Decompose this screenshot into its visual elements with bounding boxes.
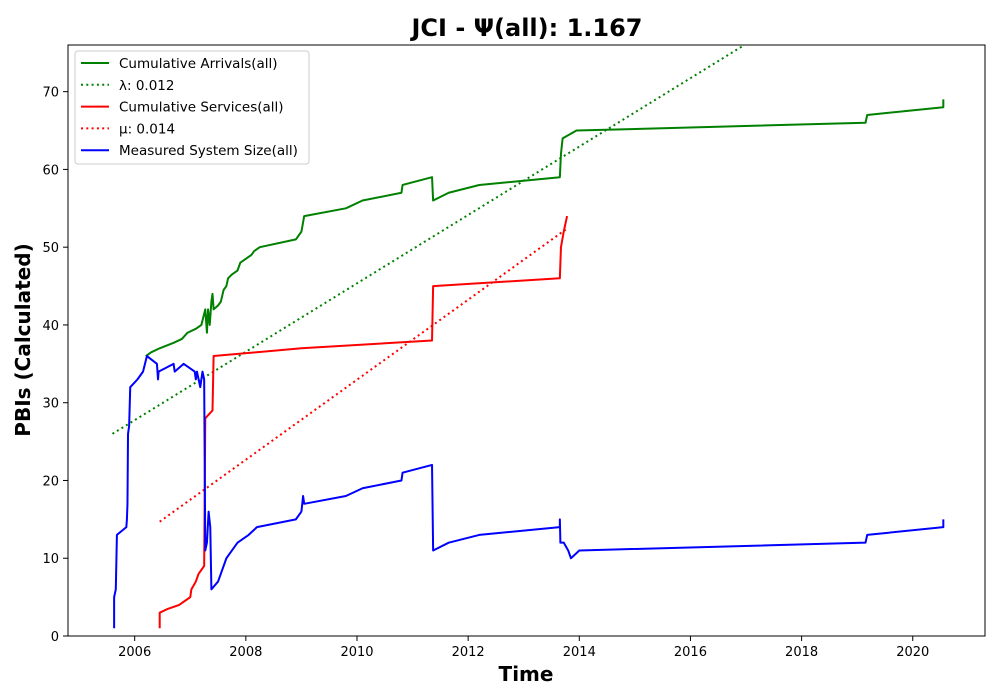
y-tick-label: 10 <box>42 552 59 567</box>
x-tick-label: 2006 <box>118 645 151 660</box>
y-tick-label: 50 <box>42 241 59 256</box>
legend-box <box>74 50 310 165</box>
series-line-3 <box>159 226 569 523</box>
series-line-4 <box>113 355 945 629</box>
y-tick-label: 0 <box>51 630 59 645</box>
chart-title: JCI - Ψ(all): 1.167 <box>410 14 643 42</box>
x-tick-label: 2012 <box>452 645 485 660</box>
legend-label: λ: 0.012 <box>119 78 174 94</box>
y-tick-label: 30 <box>42 397 59 412</box>
legend-label: Measured System Size(all) <box>119 143 298 159</box>
y-axis-ticks: 0 10 20 30 40 50 60 70 <box>42 86 68 645</box>
legend-label: μ: 0.014 <box>119 121 175 137</box>
y-tick-label: 70 <box>42 86 59 101</box>
x-tick-label: 2010 <box>340 645 373 660</box>
y-tick-label: 20 <box>42 474 59 489</box>
series-layer <box>111 45 945 629</box>
y-tick-label: 40 <box>42 319 59 334</box>
legend-label: Cumulative Services(all) <box>119 100 284 116</box>
series-line-2 <box>158 215 569 629</box>
legend: Cumulative Arrivals(all) λ: 0.012 Cumulati… <box>74 50 310 165</box>
series-line-0 <box>145 99 945 357</box>
x-tick-label: 2018 <box>785 645 818 660</box>
x-tick-label: 2016 <box>674 645 707 660</box>
x-tick-label: 2014 <box>563 645 596 660</box>
x-axis-label: Time <box>499 662 554 686</box>
legend-label: Cumulative Arrivals(all) <box>119 56 278 72</box>
x-axis-ticks: 2006 2008 2010 2012 2014 2016 2018 2020 <box>118 636 929 660</box>
plot-frame <box>67 44 986 637</box>
y-axis-label: PBIs (Calculated) <box>11 243 35 436</box>
x-tick-label: 2008 <box>229 645 262 660</box>
series-line-1 <box>111 45 745 435</box>
x-tick-label: 2020 <box>896 645 929 660</box>
y-tick-label: 60 <box>42 163 59 178</box>
